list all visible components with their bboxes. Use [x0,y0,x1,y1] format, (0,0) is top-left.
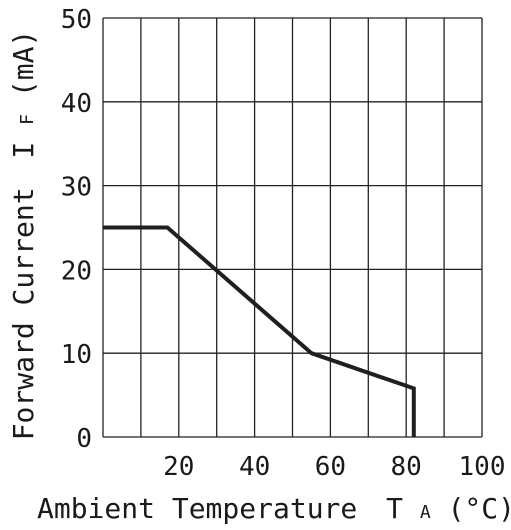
y-axis-title: Forward Current I F (mA) [7,30,40,441]
x-tick-label: 20 [163,452,194,482]
chart-series [103,225,416,437]
y-axis-unit: (mA) [7,30,40,97]
y-axis-subscript: F [17,114,38,125]
y-axis-symbol: I [7,142,40,159]
chart-grid [102,17,483,438]
y-tick-label: 50 [61,5,92,35]
series-line [103,225,416,437]
x-tick-label: 40 [239,452,270,482]
y-tick-label: 40 [61,89,92,119]
x-tick-label: 100 [459,452,506,482]
x-axis-title-text: Ambient Temperature [37,492,357,525]
x-tick-label: 80 [391,452,422,482]
y-tick-label: 10 [61,340,92,370]
y-tick-label: 20 [61,256,92,286]
y-tick-label: 30 [61,173,92,203]
x-axis-symbol: T [386,492,403,525]
x-axis-subscript: A [420,502,431,523]
x-tick-label: 60 [315,452,346,482]
x-axis-title: Ambient Temperature T A (°C) [37,492,511,525]
x-axis-unit: (°C) [448,492,511,525]
tick-labels: 0 10 20 30 40 50 20 40 60 80 100 [61,5,506,482]
y-axis-title-text: Forward Current [7,187,40,440]
y-tick-label: 0 [76,424,92,454]
